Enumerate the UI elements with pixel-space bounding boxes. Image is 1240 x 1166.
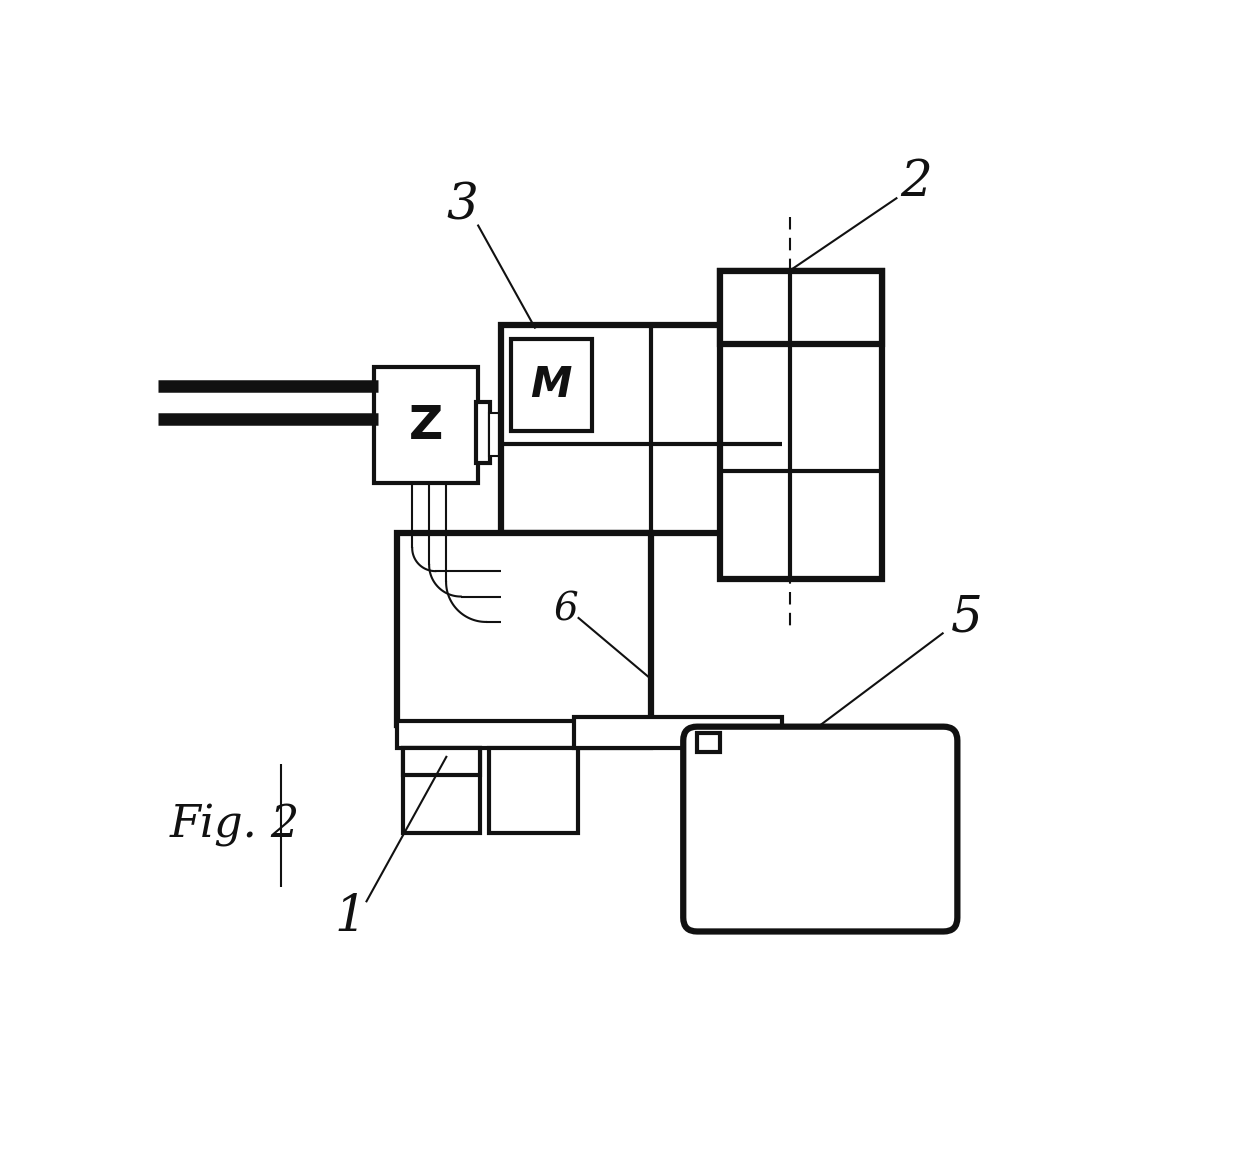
Text: Z: Z [409,403,443,449]
Text: Fig. 2: Fig. 2 [170,803,300,847]
FancyBboxPatch shape [683,726,957,932]
Text: M: M [531,364,572,406]
Bar [397,722,651,749]
Text: 1: 1 [335,893,367,942]
Bar [501,324,781,533]
Bar [574,717,781,749]
Bar [697,732,720,752]
Bar [476,402,490,463]
Bar [720,271,882,578]
Bar [490,413,501,456]
Text: 5: 5 [951,592,982,642]
Bar [490,749,578,833]
Bar [511,338,591,431]
Text: 3: 3 [446,181,479,230]
Text: 6: 6 [554,591,579,628]
Bar [403,749,480,833]
Text: 2: 2 [900,157,932,208]
Bar [403,749,480,775]
Bar [373,367,477,483]
Bar [397,533,651,725]
Bar [720,271,882,344]
